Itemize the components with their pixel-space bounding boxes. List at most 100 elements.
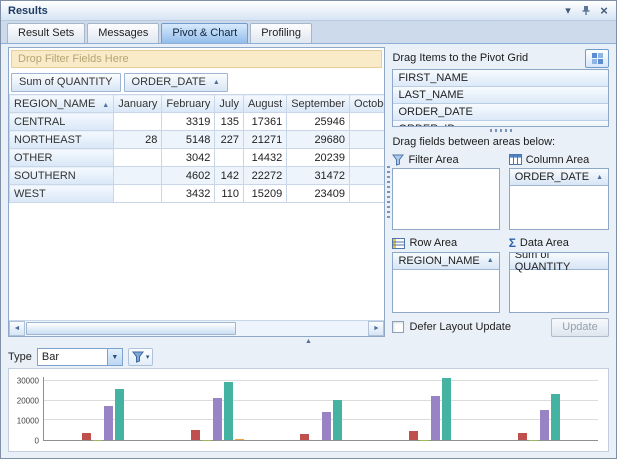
chevron-down-icon[interactable]: ▼ [106,349,122,365]
horizontal-splitter[interactable]: ▲ [1,337,616,346]
area-item-region-name[interactable]: REGION_NAME ▲ [393,252,499,270]
main-area: Drop Filter Fields Here Sum of QUANTITY … [1,44,616,337]
areas-grid: Filter Area Column Area ORDER [392,151,609,313]
area-item-label: ORDER_DATE [514,171,590,183]
column-field-button[interactable]: ORDER_DATE ▲ [123,72,228,92]
pivot-cell[interactable] [113,148,163,167]
bar-february-southern [409,430,419,440]
column-header-august[interactable]: August [242,94,288,113]
filter-area-box[interactable] [392,168,500,230]
column-area-box[interactable]: ORDER_DATE ▲ [508,168,609,230]
sort-asc-icon: ▲ [596,173,603,181]
drop-filter-area[interactable]: Drop Filter Fields Here [11,50,383,68]
scrollbar-track[interactable] [236,321,368,336]
row-header-northeast[interactable]: NORTHEAST [9,130,115,149]
pivot-cell[interactable]: 5148 [161,130,216,149]
collapse-up-icon[interactable]: ▲ [305,338,312,345]
window-menu-icon[interactable]: ▾ [565,5,571,17]
pivot-cell[interactable]: 29680 [286,130,351,149]
fields-panel: Drag Items to the Pivot Grid FIRST_NAME L… [392,47,609,337]
column-header-february[interactable]: February [161,94,216,113]
data-area-box[interactable]: Sum of QUANTITY [508,251,609,313]
chart-type-combobox[interactable]: Bar ▼ [36,348,123,366]
pivot-cell[interactable] [113,166,163,185]
field-list-resize-grip[interactable] [392,127,609,134]
chart-options-button[interactable]: ▾ [127,348,154,366]
scroll-right-icon[interactable]: ► [368,321,385,336]
pivot-cell[interactable] [349,112,385,131]
field-item-first-name[interactable]: FIRST_NAME [393,70,608,87]
pin-icon[interactable] [578,4,594,18]
gridline [44,379,598,381]
pivot-cell[interactable]: 15209 [242,184,288,203]
row-header-west[interactable]: WEST [9,184,115,203]
tab-profiling[interactable]: Profiling [250,23,312,43]
chart-plot-area [43,377,598,441]
horizontal-scrollbar[interactable]: ◄ ► [9,320,385,336]
row-area-box[interactable]: REGION_NAME ▲ [392,251,500,313]
row-area-label: Row Area [409,237,458,249]
column-header-october[interactable]: October [349,94,385,113]
column-field-label: ORDER_DATE [131,76,206,88]
chart-section: Type Bar ▼ ▾ 0 10000 20000 30000 [1,346,616,458]
row-header-other[interactable]: OTHER [9,148,115,167]
pivot-cell[interactable]: 28 [113,130,163,149]
column-header-july[interactable]: July [214,94,244,113]
pivot-cell[interactable] [349,130,385,149]
column-header-september[interactable]: September [286,94,351,113]
bar-group-northeast [179,377,244,440]
chart-type-value: Bar [41,351,59,363]
defer-layout-checkbox[interactable] [392,321,405,333]
pivot-cell[interactable]: 4602 [161,166,216,185]
bar-group-west [507,377,571,440]
scroll-left-icon[interactable]: ◄ [9,321,25,336]
pivot-cell[interactable]: 23409 [286,184,351,203]
pivot-cell[interactable]: 110 [214,184,244,203]
pivot-grid-icon-button[interactable] [585,48,609,68]
pivot-cell[interactable]: 3319 [161,112,216,131]
row-header-central[interactable]: CENTRAL [9,112,115,131]
filter-area-label: Filter Area [408,153,459,166]
pivot-cell[interactable] [113,112,163,131]
pivot-cell[interactable] [349,184,385,203]
pivot-cell[interactable]: 14432 [242,148,288,167]
vertical-splitter[interactable] [385,47,391,337]
pivot-cell[interactable]: 31472 [286,166,351,185]
pivot-cell[interactable]: 17361 [242,112,288,131]
field-item-order-date[interactable]: ORDER_DATE [393,104,608,121]
field-item-order-id[interactable]: ORDER_ID [393,121,608,126]
close-icon[interactable]: × [600,2,608,18]
area-item-sum-of-quantity[interactable]: Sum of QUANTITY [509,252,608,273]
pivot-cell[interactable]: 21271 [242,130,288,149]
bar-august-west [540,410,550,440]
scrollbar-thumb[interactable] [26,322,237,335]
field-item-last-name[interactable]: LAST_NAME [393,87,608,104]
tab-result-sets[interactable]: Result Sets [7,23,86,43]
vertical-splitter-grip[interactable] [386,166,390,218]
area-item-order-date[interactable]: ORDER_DATE ▲ [509,169,608,186]
pivot-cell[interactable]: 3432 [161,184,216,203]
data-field-button[interactable]: Sum of QUANTITY [11,72,121,92]
pivot-cell[interactable]: 135 [214,112,244,131]
pivot-cell[interactable] [113,184,163,203]
column-header-january[interactable]: January [113,94,163,113]
pivot-cell[interactable]: 22272 [242,166,288,185]
tab-messages[interactable]: Messages [87,23,160,43]
pivot-cell[interactable]: 227 [214,130,244,149]
bar-august-central [103,405,113,440]
pivot-cell[interactable] [214,148,244,167]
tab-pivot-chart[interactable]: Pivot & Chart [161,23,249,43]
pivot-cell[interactable] [349,148,385,167]
bar-september-other [332,400,342,440]
row-header-southern[interactable]: SOUTHERN [9,166,115,185]
row-field-header[interactable]: REGION_NAME ▲ [9,94,115,113]
pivot-cell[interactable]: 3042 [161,148,216,167]
pivot-cell[interactable]: 25946 [286,112,351,131]
pivot-cell[interactable]: 20239 [286,148,351,167]
update-button[interactable]: Update [551,317,609,337]
bar-february-other [299,434,309,440]
grid-icon [591,52,603,64]
pivot-cell[interactable] [349,166,385,185]
pivot-cell[interactable]: 142 [214,166,244,185]
